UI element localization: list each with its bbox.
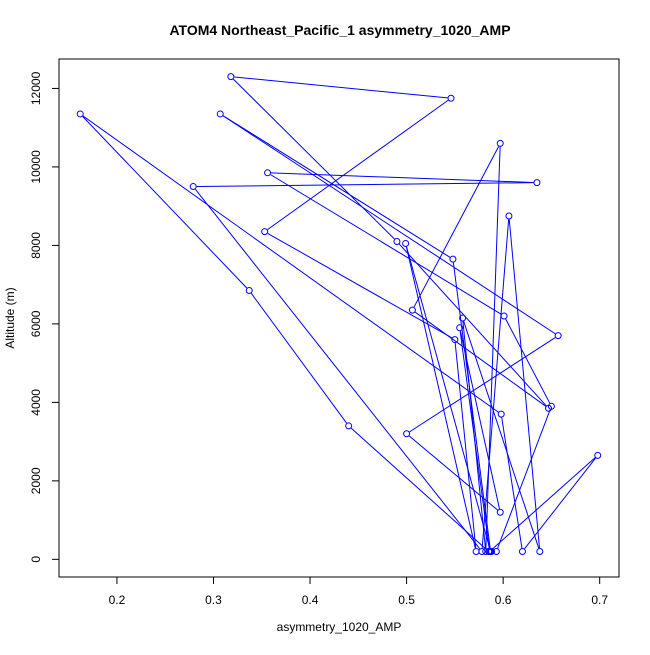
series-segment	[409, 337, 556, 433]
series-segment	[508, 219, 541, 549]
y-tick-label: 0	[29, 556, 43, 563]
data-point	[456, 324, 464, 332]
x-tick-label: 0.5	[398, 593, 415, 607]
y-tick-label: 2000	[29, 467, 43, 494]
data-point	[447, 94, 455, 102]
x-tick-label: 0.4	[302, 593, 319, 607]
data-point	[496, 139, 504, 147]
series-segment	[413, 146, 500, 308]
data-point	[408, 306, 416, 314]
series-segment	[270, 174, 502, 315]
series-segment	[524, 457, 596, 550]
data-point	[554, 332, 562, 340]
data-point	[449, 255, 457, 263]
series-segment	[491, 457, 596, 550]
series-segment	[82, 116, 248, 289]
data-point	[533, 179, 541, 187]
series-segment	[497, 409, 551, 549]
series-segment	[271, 172, 534, 183]
y-tick-label: 6000	[29, 310, 43, 337]
series-segment	[267, 99, 449, 231]
data-point	[216, 110, 224, 118]
data-point	[497, 410, 505, 418]
series-segment	[232, 78, 395, 240]
data-point	[261, 228, 269, 236]
series-segment	[250, 293, 347, 424]
series-segment	[196, 182, 534, 187]
series-segment	[463, 321, 540, 549]
data-point	[594, 451, 602, 459]
data-point	[547, 402, 555, 410]
data-point	[227, 73, 235, 81]
series-segment	[222, 115, 451, 258]
x-tick-label: 0.3	[205, 593, 222, 607]
y-tick-label: 8000	[29, 232, 43, 259]
series-segment	[234, 76, 448, 99]
y-tick-label: 10000	[29, 150, 43, 184]
data-point	[492, 547, 500, 555]
x-axis: 0.2 0.3 0.4 0.5 0.6 0.7	[109, 576, 608, 607]
data-point	[478, 547, 486, 555]
y-axis: 0 2000 4000 6000 8000 10000 12000	[29, 71, 60, 563]
series-segment	[414, 311, 546, 407]
data-point	[496, 508, 504, 516]
series-line-group	[82, 76, 596, 550]
series-segment	[398, 243, 547, 407]
data-point	[245, 287, 253, 295]
chart-title: ATOM4 Northeast_Pacific_1 asymmetry_1020…	[169, 22, 510, 38]
series-segment	[408, 435, 498, 511]
data-point	[488, 547, 496, 555]
data-point	[536, 547, 544, 555]
data-point	[393, 237, 401, 245]
data-point	[345, 422, 353, 430]
series-segment	[481, 219, 510, 549]
series-segment	[405, 246, 476, 549]
series-segment	[485, 146, 501, 549]
x-tick-label: 0.6	[495, 593, 512, 607]
data-point	[403, 430, 411, 438]
data-point	[76, 110, 84, 118]
series-segment	[462, 321, 486, 549]
data-point	[459, 314, 467, 322]
series-segment	[454, 343, 477, 549]
y-tick-label: 12000	[29, 71, 43, 105]
data-point	[518, 547, 526, 555]
x-tick-label: 0.2	[109, 593, 126, 607]
series-segment	[505, 318, 551, 404]
data-point	[264, 169, 272, 177]
data-point	[505, 212, 513, 220]
series-point-group	[76, 73, 602, 555]
series-segment	[222, 115, 556, 335]
series-segment	[194, 188, 481, 550]
y-axis-label: Altitude (m)	[3, 287, 17, 348]
x-tick-label: 0.7	[591, 593, 608, 607]
data-point	[451, 336, 459, 344]
y-tick-label: 4000	[29, 389, 43, 416]
series-segment	[267, 232, 453, 339]
x-axis-label: asymmetry_1020_AMP	[277, 620, 402, 634]
data-point	[402, 239, 410, 247]
data-point	[500, 312, 508, 320]
series-segment	[406, 246, 491, 549]
series-segment	[82, 115, 499, 413]
data-point	[189, 183, 197, 191]
